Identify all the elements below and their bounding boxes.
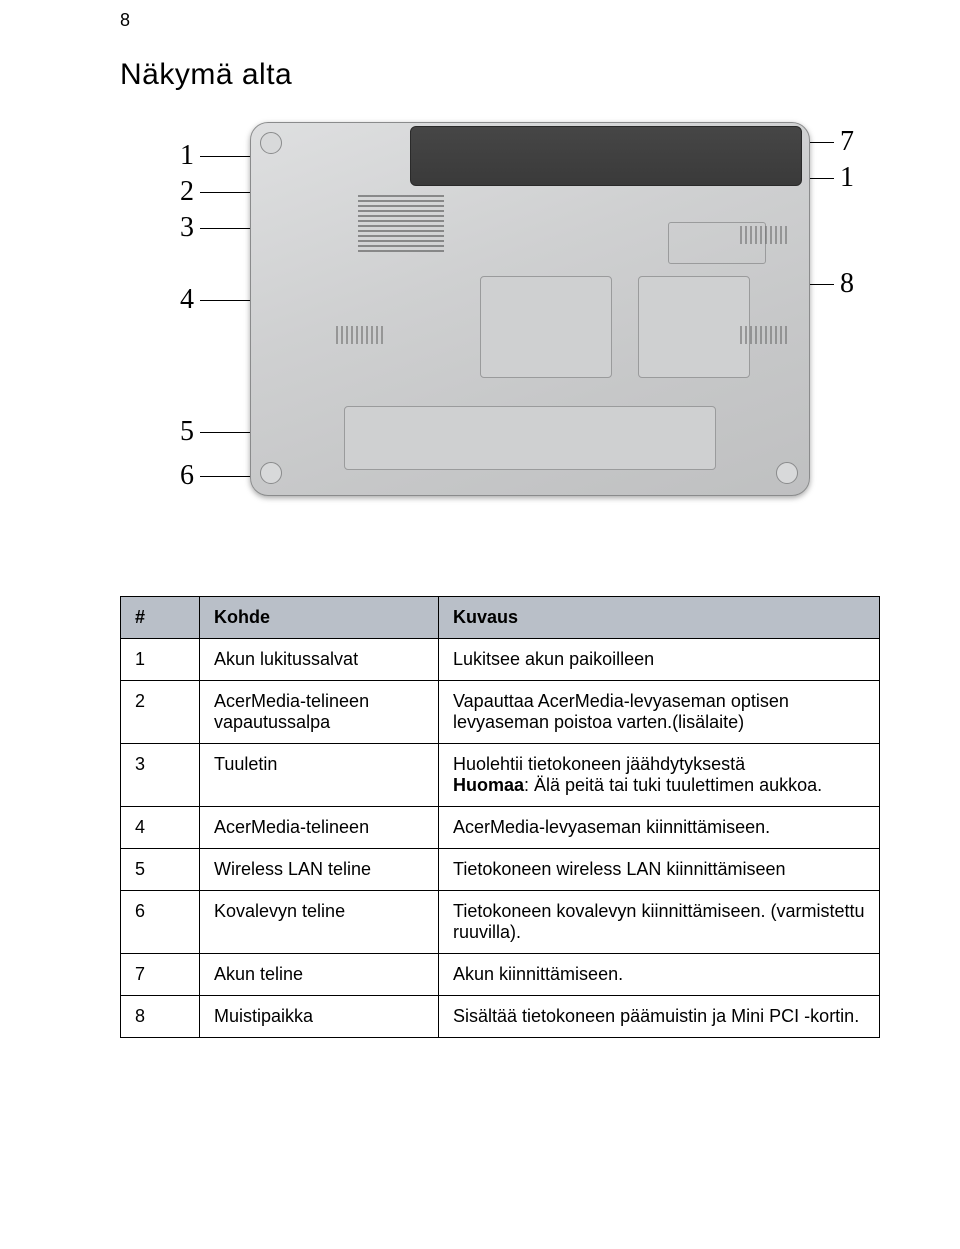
table-row: 6 Kovalevyn teline Tietokoneen kovalevyn… — [121, 891, 880, 954]
parts-table: # Kohde Kuvaus 1 Akun lukitussalvat Luki… — [120, 596, 880, 1038]
page-title: Näkymä alta — [120, 58, 880, 92]
cell-kohde: Akun lukitussalvat — [200, 639, 439, 681]
vent-slots — [740, 326, 790, 344]
cell-num: 1 — [121, 639, 200, 681]
cell-kohde: Kovalevyn teline — [200, 891, 439, 954]
kuvaus-note-bold: Huomaa — [453, 775, 524, 795]
callout-1-left: 1 — [180, 140, 194, 172]
cell-kohde: AcerMedia-telineen — [200, 807, 439, 849]
kuvaus-line: Huolehtii tietokoneen jäähdytyksestä — [453, 754, 745, 774]
cell-num: 6 — [121, 891, 200, 954]
cell-kuvaus: Lukitsee akun paikoilleen — [439, 639, 880, 681]
foot-pad — [260, 462, 282, 484]
laptop-illustration — [250, 116, 810, 536]
callout-8-right: 8 — [840, 268, 854, 300]
table-row: 4 AcerMedia-telineen AcerMedia-levyasema… — [121, 807, 880, 849]
access-panel — [480, 276, 612, 378]
access-panel — [638, 276, 750, 378]
kuvaus-note-rest: : Älä peitä tai tuki tuulettimen aukkoa. — [524, 775, 822, 795]
cell-kuvaus: Huolehtii tietokoneen jäähdytyksestä Huo… — [439, 744, 880, 807]
cell-num: 7 — [121, 954, 200, 996]
cell-kohde: Wireless LAN teline — [200, 849, 439, 891]
col-head-kuvaus: Kuvaus — [439, 597, 880, 639]
cell-kuvaus: Tietokoneen wireless LAN kiinnittämiseen — [439, 849, 880, 891]
cell-kuvaus: Sisältää tietokoneen päämuistin ja Mini … — [439, 996, 880, 1038]
cell-kuvaus: Tietokoneen kovalevyn kiinnittämiseen. (… — [439, 891, 880, 954]
cell-num: 5 — [121, 849, 200, 891]
foot-pad — [776, 462, 798, 484]
table-row: 2 AcerMedia-telineen vapautussalpa Vapau… — [121, 681, 880, 744]
cell-num: 2 — [121, 681, 200, 744]
table-row: 7 Akun teline Akun kiinnittämiseen. — [121, 954, 880, 996]
page-number: 8 — [120, 10, 130, 31]
table-header-row: # Kohde Kuvaus — [121, 597, 880, 639]
vent-fan — [358, 192, 444, 252]
cell-kohde: AcerMedia-telineen vapautussalpa — [200, 681, 439, 744]
cell-kuvaus: Vapauttaa AcerMedia-levyaseman optisen l… — [439, 681, 880, 744]
callout-5-left: 5 — [180, 416, 194, 448]
cell-kohde: Tuuletin — [200, 744, 439, 807]
table-row: 5 Wireless LAN teline Tietokoneen wirele… — [121, 849, 880, 891]
foot-pad — [260, 132, 282, 154]
callout-4-left: 4 — [180, 284, 194, 316]
battery-panel — [410, 126, 802, 186]
vent-slots — [336, 326, 386, 344]
cell-kuvaus: Akun kiinnittämiseen. — [439, 954, 880, 996]
table-row: 1 Akun lukitussalvat Lukitsee akun paiko… — [121, 639, 880, 681]
cell-kohde: Muistipaikka — [200, 996, 439, 1038]
col-head-num: # — [121, 597, 200, 639]
callout-3-left: 3 — [180, 212, 194, 244]
cell-num: 8 — [121, 996, 200, 1038]
callout-2-left: 2 — [180, 176, 194, 208]
col-head-kohde: Kohde — [200, 597, 439, 639]
access-panel — [344, 406, 716, 470]
cell-kuvaus: AcerMedia-levyaseman kiinnittämiseen. — [439, 807, 880, 849]
laptop-bottom-figure: 1 2 3 4 5 6 7 1 8 — [120, 116, 880, 556]
cell-num: 3 — [121, 744, 200, 807]
cell-kohde: Akun teline — [200, 954, 439, 996]
table-row: 8 Muistipaikka Sisältää tietokoneen pääm… — [121, 996, 880, 1038]
callout-7-right: 7 — [840, 126, 854, 158]
callout-1-right: 1 — [840, 162, 854, 194]
cell-num: 4 — [121, 807, 200, 849]
table-row: 3 Tuuletin Huolehtii tietokoneen jäähdyt… — [121, 744, 880, 807]
callout-6-left: 6 — [180, 460, 194, 492]
vent-slots — [740, 226, 790, 244]
